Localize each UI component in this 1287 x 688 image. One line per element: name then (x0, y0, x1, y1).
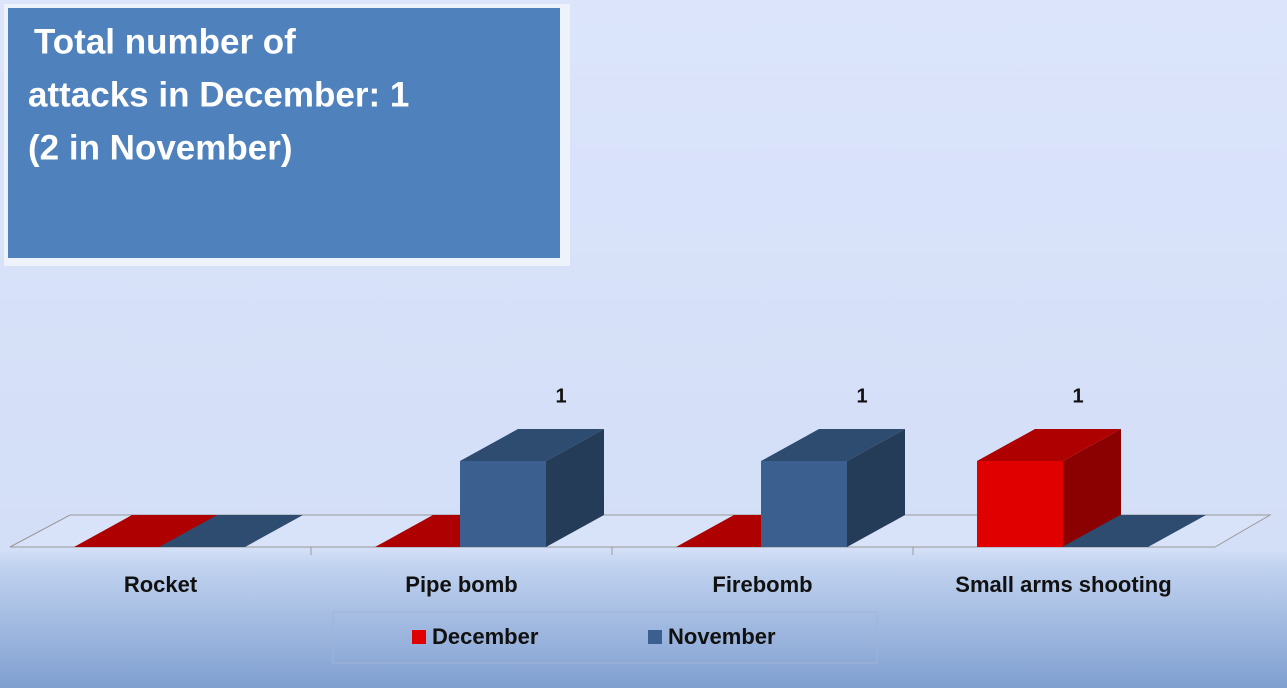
bar-top (977, 429, 1121, 461)
legend-label: December (432, 624, 539, 649)
chart-title: (2 in November) (28, 128, 293, 167)
x-tick-label: Rocket (124, 572, 198, 597)
bar-front (977, 461, 1063, 547)
bar (74, 515, 218, 547)
chart-title: attacks in December: 1 (28, 75, 409, 114)
bar-top (1062, 515, 1206, 547)
bar (1062, 515, 1206, 547)
bar-top (460, 429, 604, 461)
data-label: 1 (856, 385, 867, 407)
bar-front (761, 461, 847, 547)
data-label: 1 (1072, 385, 1083, 407)
bar (977, 429, 1121, 547)
data-label: 1 (555, 385, 566, 407)
bar-side (847, 429, 905, 547)
x-tick-label: Firebomb (712, 572, 812, 597)
x-tick-label: Pipe bomb (405, 572, 517, 597)
bar-side (1063, 429, 1121, 547)
bar-front (460, 461, 546, 547)
bar (761, 429, 905, 547)
x-tick-label: Small arms shooting (955, 572, 1171, 597)
bar-side (546, 429, 604, 547)
title-box (8, 8, 560, 258)
bar-top (159, 515, 303, 547)
legend (332, 611, 878, 664)
legend-swatch (648, 630, 662, 644)
bar (159, 515, 303, 547)
bar-top (74, 515, 218, 547)
bar-top (761, 429, 905, 461)
bar (460, 429, 604, 547)
chart-title: Total number of (34, 22, 296, 61)
legend-swatch (412, 630, 426, 644)
legend-label: November (668, 624, 776, 649)
